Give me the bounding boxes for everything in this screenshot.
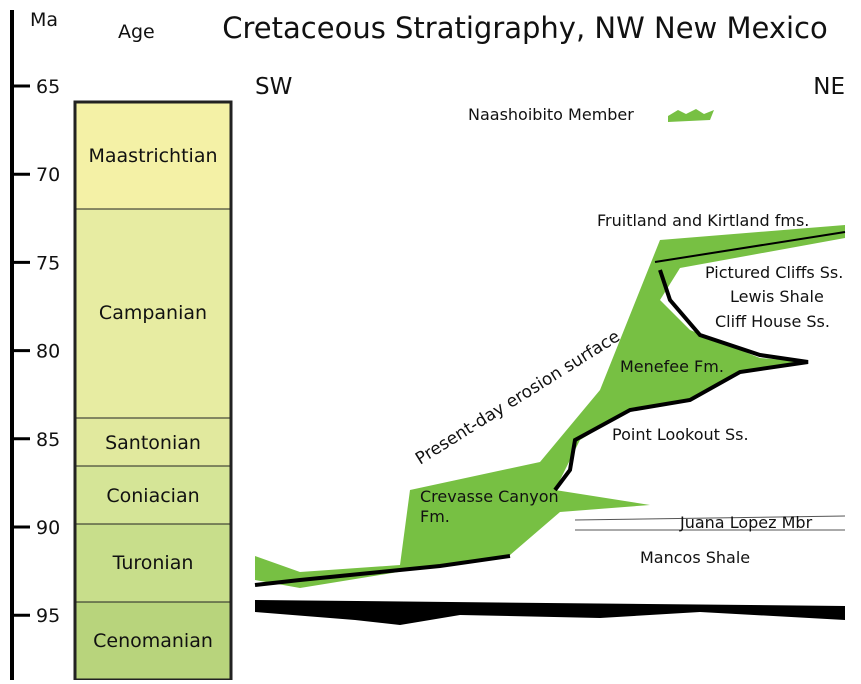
age-label: Age [118, 21, 155, 43]
time-axis: Ma 65 70 75 80 85 90 95 [12, 9, 60, 680]
legend-label: Naashoibito Member [468, 105, 634, 124]
formation-label: Juana Lopez Mbr [679, 513, 813, 532]
stage-label: Maastrichtian [88, 145, 217, 167]
stage-label: Campanian [99, 302, 207, 324]
tick-label: 75 [36, 252, 60, 274]
formation-label: Fm. [420, 507, 450, 526]
formation-label: Fruitland and Kirtland fms. [597, 211, 809, 230]
formation-label: Pictured Cliffs Ss. [705, 263, 843, 282]
tick-label: 65 [36, 76, 60, 98]
tick-label: 85 [36, 429, 60, 451]
title: Cretaceous Stratigraphy, NW New Mexico [222, 11, 827, 45]
legend-swatch [668, 109, 714, 122]
stage-label: Turonian [112, 552, 194, 574]
formation-label: Point Lookout Ss. [612, 425, 749, 444]
formation-label: Mancos Shale [640, 548, 750, 567]
direction: SW [255, 74, 292, 100]
stage-label: Coniacian [106, 485, 199, 507]
formation-label: Menefee Fm. [620, 357, 724, 376]
tick-label: 70 [36, 164, 60, 186]
strata [255, 225, 845, 625]
stage-label: Santonian [105, 432, 201, 454]
stage-label: Cenomanian [93, 630, 213, 652]
diagram: Ma 65 70 75 80 85 90 95 Age Cretaceous Stratig… [0, 0, 861, 680]
tick-label: 90 [36, 517, 60, 539]
axis-label: Ma [30, 9, 58, 31]
formation-label: Crevasse Canyon [420, 487, 559, 506]
direction: NE [813, 74, 845, 100]
stage-column [75, 102, 231, 680]
annotation: Present-day erosion surface [412, 327, 624, 470]
tick-label: 95 [36, 605, 60, 627]
formation-label: Lewis Shale [730, 287, 824, 306]
formation-label: Cliff House Ss. [715, 312, 830, 331]
tick-label: 80 [36, 341, 60, 363]
